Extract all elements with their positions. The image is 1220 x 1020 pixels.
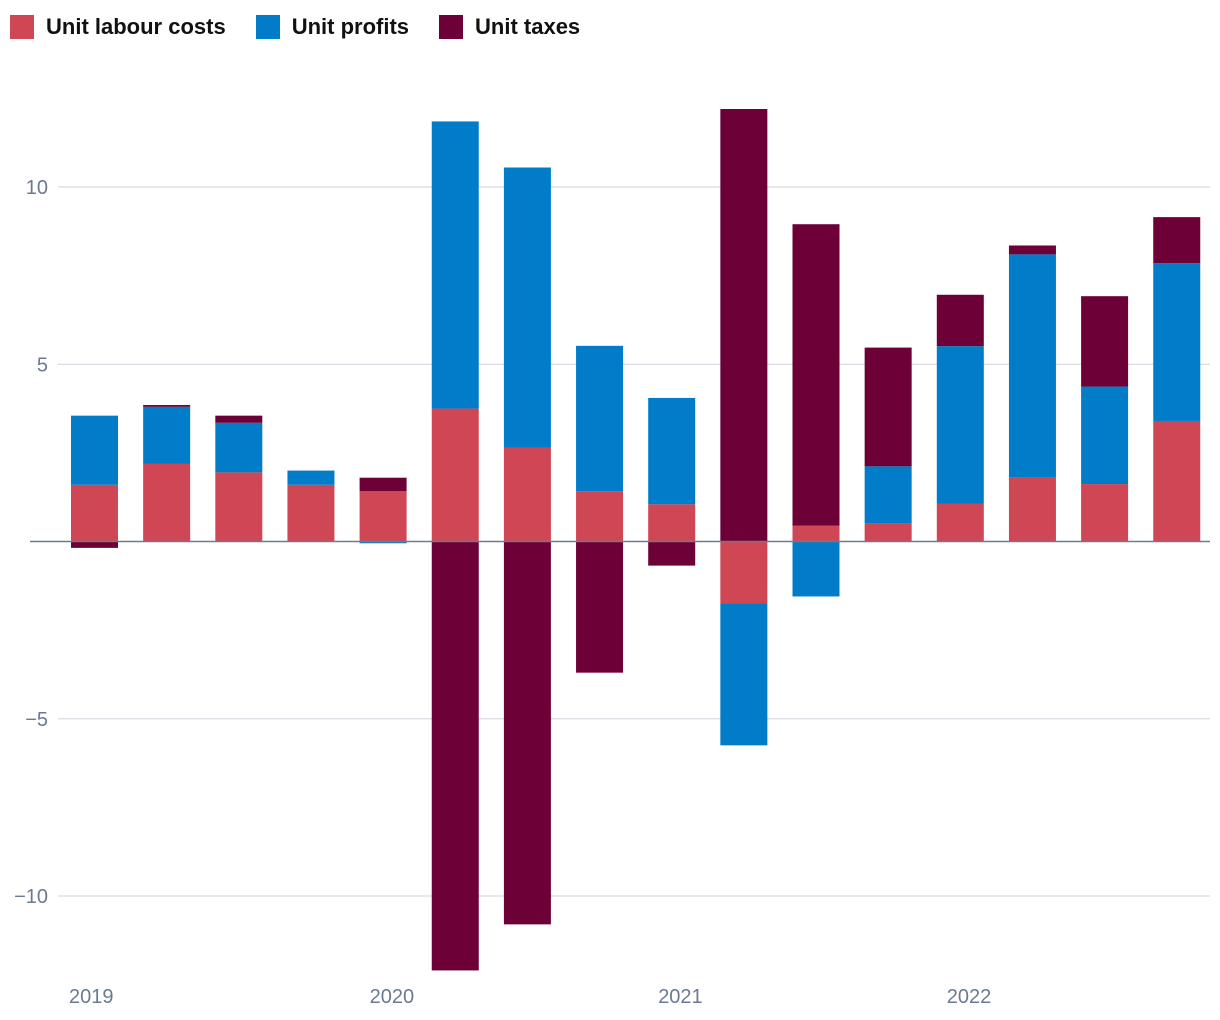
bar-segment — [143, 463, 191, 542]
bar-segment — [1008, 477, 1056, 542]
bar-segment — [71, 415, 118, 485]
bar-segment — [1153, 217, 1201, 264]
legend-item-labour: Unit labour costs — [10, 14, 226, 40]
bar-segment — [431, 408, 479, 542]
bar-segment — [1153, 263, 1201, 421]
y-tick-label: 10 — [26, 177, 48, 199]
bar-segment — [359, 477, 407, 492]
legend-swatch-labour — [10, 15, 34, 39]
x-tick-label: 2022 — [947, 986, 992, 1008]
bar-segment — [1008, 254, 1056, 478]
bar-segment — [792, 541, 840, 597]
bar-segment — [576, 345, 624, 492]
bar-segment — [503, 447, 551, 542]
bar-segment — [1081, 386, 1129, 485]
bar-segment — [287, 484, 335, 542]
bar-segment — [576, 491, 624, 542]
legend-swatch-taxes — [439, 15, 464, 39]
bar-segment — [215, 415, 263, 423]
bar-segment — [1008, 245, 1056, 255]
bar-segment — [503, 167, 551, 448]
x-tick-label: 2021 — [658, 986, 703, 1008]
bar-segment — [215, 472, 263, 542]
bar-segment — [431, 121, 479, 409]
x-tick-label: 2020 — [370, 986, 415, 1008]
bar-segment — [359, 541, 407, 544]
y-tick-label: 5 — [37, 354, 48, 376]
x-tick-label: 2019 — [69, 986, 114, 1008]
bar-segment — [215, 422, 263, 473]
bar-segment — [720, 603, 768, 746]
legend-label-labour: Unit labour costs — [46, 14, 226, 39]
bar-segment — [720, 541, 768, 604]
legend: Unit labour costs Unit profits Unit taxe… — [10, 14, 580, 40]
bar-segment — [71, 541, 118, 548]
bar-segment — [503, 541, 551, 925]
bar-segment — [648, 397, 696, 505]
bar-segment — [720, 109, 768, 542]
bar-segment — [864, 466, 912, 524]
legend-item-profits: Unit profits — [255, 14, 410, 40]
bar-segment — [71, 484, 118, 542]
bar-segment — [792, 224, 840, 526]
bar-segment — [864, 347, 912, 467]
bar-segment — [143, 406, 191, 464]
legend-label-taxes: Unit taxes — [475, 14, 581, 39]
bar-segment — [1153, 420, 1201, 542]
bar-segment — [1081, 296, 1129, 387]
bar-segment — [359, 491, 407, 542]
bar-segment — [936, 503, 984, 542]
bar-segment — [936, 294, 984, 347]
legend-swatch-profits — [255, 15, 280, 39]
bar-segment — [431, 541, 479, 971]
bar-segment — [287, 470, 335, 485]
legend-item-taxes: Unit taxes — [439, 14, 580, 40]
bar-segment — [792, 525, 840, 542]
y-tick-label: −10 — [14, 886, 48, 908]
legend-label-profits: Unit profits — [291, 14, 410, 39]
bar-segment — [648, 504, 696, 542]
bar-segment — [1081, 484, 1129, 542]
bar-segment — [576, 541, 624, 673]
y-tick-label: −5 — [25, 709, 48, 731]
bar-segment — [143, 405, 191, 407]
bar-segment — [936, 346, 984, 504]
bar-segment — [864, 523, 912, 542]
bar-segment — [648, 541, 696, 566]
